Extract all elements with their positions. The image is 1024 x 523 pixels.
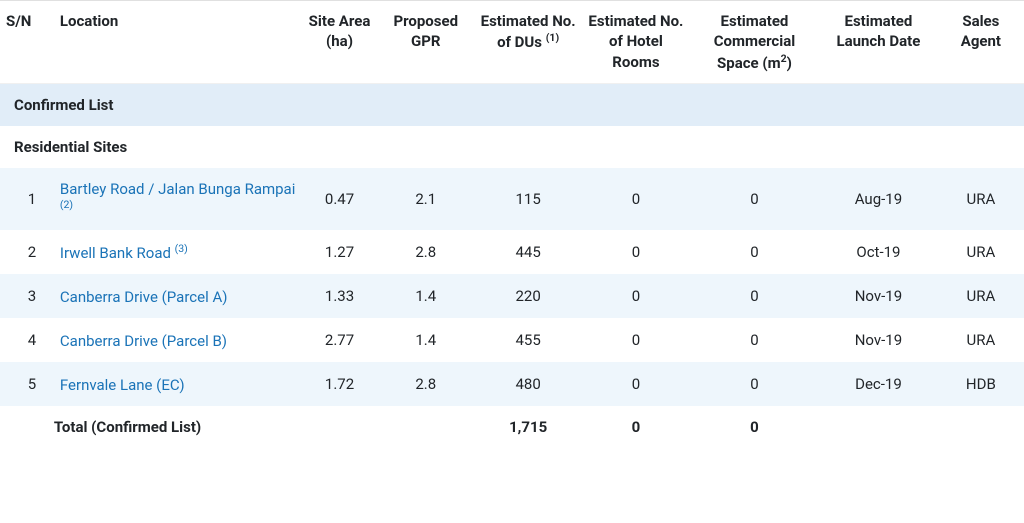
cell-dus: 445 [474,230,582,274]
cell-gpr: 2.8 [377,362,474,406]
total-blank [0,406,54,448]
col-header-commercial-suffix: ) [787,54,792,72]
cell-location: Canberra Drive (Parcel B) [54,318,302,362]
cell-site-area: 1.33 [302,274,377,318]
location-note: (3) [175,242,188,255]
location-link[interactable]: Fernvale Lane (EC) [60,376,185,394]
cell-site-area: 1.72 [302,362,377,406]
cell-hotel: 0 [582,318,690,362]
total-dus: 1,715 [474,406,582,448]
cell-hotel: 0 [582,230,690,274]
cell-location: Canberra Drive (Parcel A) [54,274,302,318]
cell-dus: 115 [474,168,582,230]
table-row: 3Canberra Drive (Parcel A)1.331.422000No… [0,274,1024,318]
col-header-site-area: Site Area (ha) [302,1,377,84]
cell-agent: URA [938,318,1024,362]
col-header-gpr: Proposed GPR [377,1,474,84]
cell-location: Fernvale Lane (EC) [54,362,302,406]
cell-commercial: 0 [690,168,819,230]
cell-launch: Aug-19 [819,168,938,230]
location-text: Canberra Drive (Parcel B) [60,332,227,350]
cell-agent: URA [938,274,1024,318]
total-agent [938,406,1024,448]
location-link[interactable]: Irwell Bank Road (3) [60,244,188,262]
location-link[interactable]: Bartley Road / Jalan Bunga Rampai (2) [60,180,295,218]
cell-location: Irwell Bank Road (3) [54,230,302,274]
col-header-dus-note: (1) [546,31,559,44]
total-hotel: 0 [582,406,690,448]
cell-agent: URA [938,168,1024,230]
section-banner: Confirmed List [0,83,1024,126]
total-commercial: 0 [690,406,819,448]
cell-agent: URA [938,230,1024,274]
cell-gpr: 1.4 [377,318,474,362]
cell-dus: 220 [474,274,582,318]
cell-commercial: 0 [690,274,819,318]
col-header-sn: S/N [0,1,54,84]
table-row: 2Irwell Bank Road (3)1.272.844500Oct-19U… [0,230,1024,274]
cell-sn: 1 [0,168,54,230]
total-label: Total (Confirmed List) [54,406,302,448]
cell-commercial: 0 [690,318,819,362]
cell-dus: 480 [474,362,582,406]
cell-gpr: 1.4 [377,274,474,318]
col-header-location: Location [54,1,302,84]
location-text: Fernvale Lane (EC) [60,376,185,394]
cell-launch: Nov-19 [819,274,938,318]
sub-section-label: Residential Sites [0,126,1024,168]
location-link[interactable]: Canberra Drive (Parcel B) [60,332,227,350]
table-row: 5Fernvale Lane (EC)1.722.848000Dec-19HDB [0,362,1024,406]
location-note: (2) [60,198,73,211]
location-text: Irwell Bank Road [60,244,175,262]
cell-launch: Nov-19 [819,318,938,362]
cell-sn: 5 [0,362,54,406]
cell-commercial: 0 [690,230,819,274]
location-link[interactable]: Canberra Drive (Parcel A) [60,288,228,306]
location-text: Bartley Road / Jalan Bunga Rampai [60,180,295,198]
total-site-area [302,406,377,448]
table-row: 4Canberra Drive (Parcel B)2.771.445500No… [0,318,1024,362]
cell-launch: Dec-19 [819,362,938,406]
cell-hotel: 0 [582,274,690,318]
cell-dus: 455 [474,318,582,362]
cell-gpr: 2.1 [377,168,474,230]
col-header-dus: Estimated No. of DUs (1) [474,1,582,84]
sub-section-header: Residential Sites [0,126,1024,168]
table-row: 1Bartley Road / Jalan Bunga Rampai (2)0.… [0,168,1024,230]
cell-hotel: 0 [582,168,690,230]
total-row: Total (Confirmed List)1,71500 [0,406,1024,448]
cell-sn: 3 [0,274,54,318]
section-banner-label: Confirmed List [0,83,1024,126]
col-header-hotel: Estimated No. of Hotel Rooms [582,1,690,84]
cell-agent: HDB [938,362,1024,406]
total-launch [819,406,938,448]
total-gpr [377,406,474,448]
cell-site-area: 2.77 [302,318,377,362]
location-text: Canberra Drive (Parcel A) [60,288,228,306]
cell-site-area: 1.27 [302,230,377,274]
col-header-dus-text: Estimated No. of DUs [481,12,576,51]
col-header-launch: Estimated Launch Date [819,1,938,84]
cell-hotel: 0 [582,362,690,406]
col-header-agent: Sales Agent [938,1,1024,84]
col-header-commercial: Estimated Commercial Space (m2) [690,1,819,84]
cell-launch: Oct-19 [819,230,938,274]
cell-site-area: 0.47 [302,168,377,230]
header-row: S/N Location Site Area (ha) Proposed GPR… [0,1,1024,84]
cell-sn: 4 [0,318,54,362]
cell-sn: 2 [0,230,54,274]
cell-gpr: 2.8 [377,230,474,274]
land-sales-table: S/N Location Site Area (ha) Proposed GPR… [0,0,1024,448]
cell-location: Bartley Road / Jalan Bunga Rampai (2) [54,168,302,230]
cell-commercial: 0 [690,362,819,406]
